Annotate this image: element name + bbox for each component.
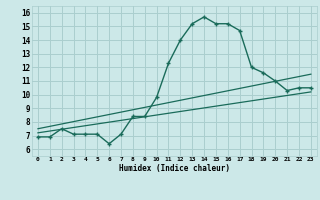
X-axis label: Humidex (Indice chaleur): Humidex (Indice chaleur) — [119, 164, 230, 173]
